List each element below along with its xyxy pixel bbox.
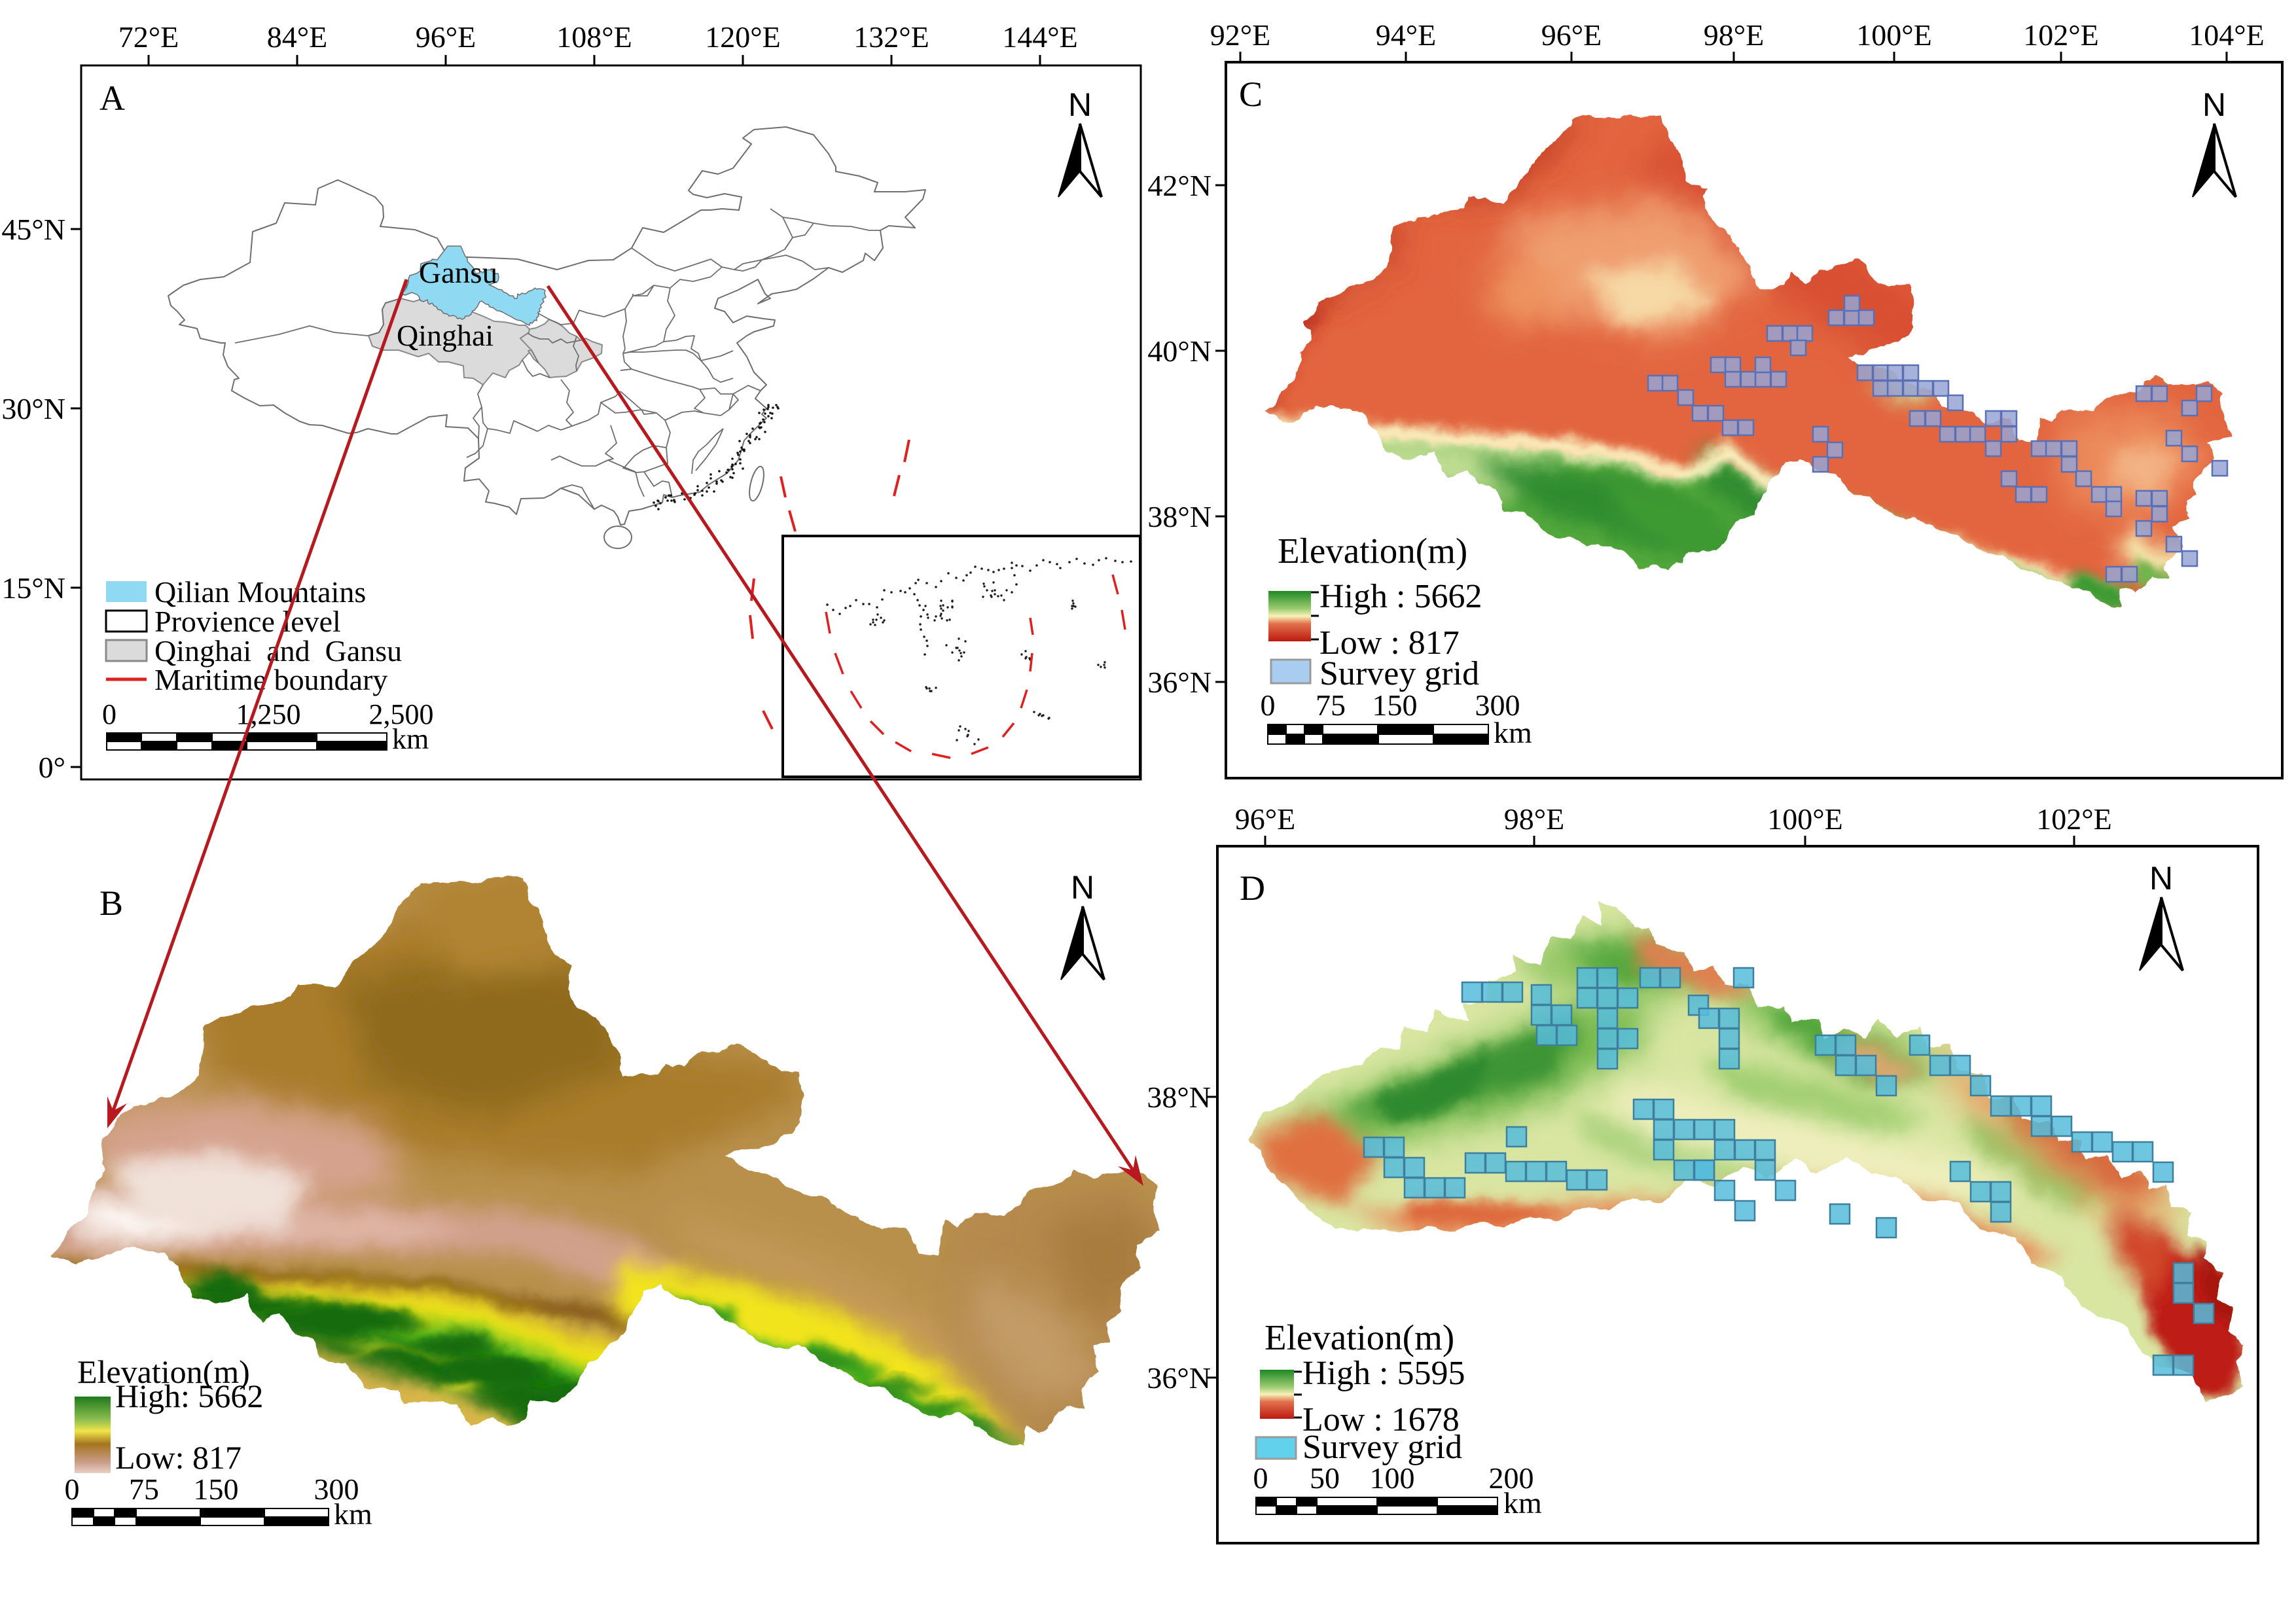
svg-text:100°E: 100°E bbox=[1856, 18, 1932, 52]
svg-text:km: km bbox=[1494, 716, 1532, 749]
svg-text:High: 5662: High: 5662 bbox=[115, 1378, 263, 1414]
svg-text:132°E: 132°E bbox=[853, 20, 929, 54]
svg-text:0: 0 bbox=[102, 698, 117, 730]
svg-text:45°N: 45°N bbox=[1, 213, 65, 246]
svg-text:102°E: 102°E bbox=[2023, 18, 2099, 52]
svg-text:15°N: 15°N bbox=[1, 571, 65, 605]
svg-text:150: 150 bbox=[194, 1472, 239, 1506]
svg-text:36°N: 36°N bbox=[1147, 1361, 1211, 1395]
svg-text:High : 5595: High : 5595 bbox=[1302, 1355, 1465, 1392]
svg-text:Survey grid: Survey grid bbox=[1319, 655, 1479, 692]
svg-text:30°N: 30°N bbox=[1, 392, 65, 425]
svg-text:Maritime boundary: Maritime boundary bbox=[154, 663, 387, 696]
svg-text:Gansu: Gansu bbox=[419, 256, 497, 290]
svg-text:84°E: 84°E bbox=[267, 20, 328, 54]
svg-text:B: B bbox=[99, 883, 123, 923]
svg-text:98°E: 98°E bbox=[1504, 802, 1565, 836]
svg-text:0: 0 bbox=[65, 1472, 80, 1506]
svg-text:96°E: 96°E bbox=[416, 20, 476, 54]
svg-text:0: 0 bbox=[1261, 688, 1276, 722]
svg-text:Elevation(m): Elevation(m) bbox=[1265, 1317, 1454, 1357]
svg-text:102°E: 102°E bbox=[2036, 802, 2112, 836]
svg-text:40°N: 40°N bbox=[1147, 334, 1211, 368]
svg-text:km: km bbox=[334, 1497, 372, 1531]
svg-text:Provience level: Provience level bbox=[154, 605, 341, 638]
svg-text:N: N bbox=[1068, 86, 1092, 123]
svg-text:104°E: 104°E bbox=[2189, 18, 2265, 52]
svg-text:N: N bbox=[1071, 869, 1094, 906]
svg-text:75: 75 bbox=[129, 1472, 159, 1506]
svg-text:0: 0 bbox=[1253, 1461, 1268, 1495]
svg-text:200: 200 bbox=[1489, 1461, 1534, 1495]
svg-text:100: 100 bbox=[1370, 1461, 1415, 1495]
svg-text:Survey grid: Survey grid bbox=[1302, 1429, 1462, 1466]
svg-text:300: 300 bbox=[314, 1472, 359, 1506]
svg-text:75: 75 bbox=[1316, 688, 1346, 722]
svg-text:N: N bbox=[2149, 860, 2173, 897]
svg-text:km: km bbox=[1503, 1486, 1542, 1520]
svg-text:42°N: 42°N bbox=[1147, 169, 1211, 202]
svg-text:Elevation(m): Elevation(m) bbox=[77, 1353, 250, 1390]
svg-text:1,250: 1,250 bbox=[236, 698, 301, 730]
svg-text:96°E: 96°E bbox=[1541, 18, 1602, 52]
svg-text:108°E: 108°E bbox=[556, 20, 632, 54]
svg-text:Qilian Mountains: Qilian Mountains bbox=[154, 575, 366, 609]
svg-text:D: D bbox=[1240, 868, 1265, 908]
svg-text:0°: 0° bbox=[39, 751, 65, 784]
svg-text:A: A bbox=[99, 79, 125, 118]
svg-text:150: 150 bbox=[1372, 688, 1418, 722]
svg-text:High : 5662: High : 5662 bbox=[1319, 578, 1482, 615]
svg-text:N: N bbox=[2202, 86, 2226, 123]
svg-text:300: 300 bbox=[1475, 688, 1520, 722]
svg-text:120°E: 120°E bbox=[705, 20, 781, 54]
svg-text:72°E: 72°E bbox=[118, 20, 179, 54]
svg-text:92°E: 92°E bbox=[1210, 18, 1271, 52]
svg-text:2,500: 2,500 bbox=[369, 698, 434, 730]
svg-text:98°E: 98°E bbox=[1704, 18, 1765, 52]
svg-text:Low: 817: Low: 817 bbox=[115, 1439, 242, 1476]
svg-text:38°N: 38°N bbox=[1147, 1080, 1211, 1114]
svg-text:94°E: 94°E bbox=[1376, 18, 1437, 52]
svg-text:Qinghai: Qinghai bbox=[397, 319, 493, 352]
svg-text:C: C bbox=[1239, 75, 1263, 114]
svg-text:100°E: 100°E bbox=[1767, 802, 1843, 836]
svg-text:Low : 817: Low : 817 bbox=[1319, 624, 1460, 662]
svg-text:144°E: 144°E bbox=[1002, 20, 1078, 54]
svg-text:38°N: 38°N bbox=[1147, 500, 1211, 533]
svg-text:km: km bbox=[392, 723, 429, 755]
svg-text:96°E: 96°E bbox=[1235, 802, 1296, 836]
svg-text:50: 50 bbox=[1310, 1461, 1340, 1495]
svg-text:Low : 1678: Low : 1678 bbox=[1302, 1401, 1460, 1438]
svg-text:36°N: 36°N bbox=[1147, 666, 1211, 699]
svg-text:Elevation(m): Elevation(m) bbox=[1278, 531, 1467, 571]
